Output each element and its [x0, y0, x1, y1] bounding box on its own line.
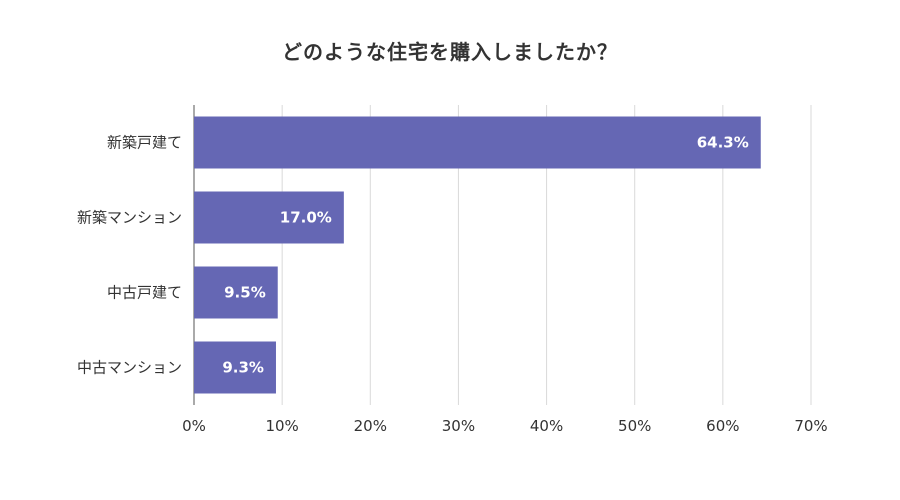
- category-label: 新築マンション: [77, 209, 182, 227]
- x-tick-label: 60%: [706, 417, 739, 435]
- data-label: 64.3%: [697, 134, 749, 152]
- category-label: 新築戸建て: [107, 134, 182, 152]
- category-label: 中古マンション: [77, 359, 182, 377]
- x-tick-label: 40%: [530, 417, 563, 435]
- data-label: 17.0%: [280, 209, 332, 227]
- chart-title: どのような住宅を購入しましたか？: [282, 40, 618, 64]
- label-layer: 0% 10% 20% 30% 40% 50% 60% 70% 新築戸建て 64.3% 新築マンション…: [77, 134, 828, 436]
- data-label: 9.5%: [224, 284, 266, 302]
- x-tick-label: 20%: [354, 417, 387, 435]
- x-tick-label: 0%: [182, 417, 206, 435]
- x-tick-label: 50%: [618, 417, 651, 435]
- x-tick-label: 70%: [794, 417, 827, 435]
- bar-layer: [194, 116, 761, 394]
- data-label: 9.3%: [222, 359, 264, 377]
- bar: [194, 116, 761, 169]
- bar: [194, 191, 344, 244]
- category-label: 中古戸建て: [107, 284, 182, 302]
- x-tick-label: 30%: [442, 417, 475, 435]
- bar: [194, 266, 278, 319]
- bar: [194, 341, 276, 394]
- x-tick-label: 10%: [265, 417, 298, 435]
